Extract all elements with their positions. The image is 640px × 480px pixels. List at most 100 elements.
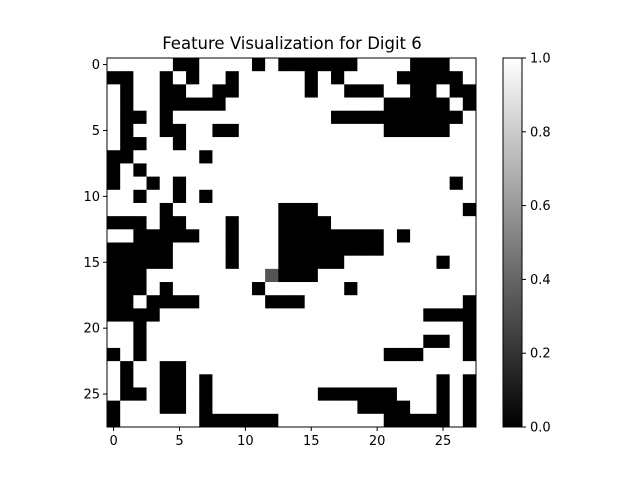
heatmap-cell (172, 189, 187, 204)
heatmap-cell (357, 58, 371, 72)
heatmap-cell (462, 374, 477, 388)
heatmap-cell (225, 334, 240, 349)
heatmap-cell (331, 242, 345, 257)
heatmap-cell (344, 374, 358, 388)
heatmap-cell (317, 295, 332, 309)
heatmap-cell (304, 268, 319, 283)
heatmap-cell (133, 268, 147, 283)
heatmap-cell (436, 84, 451, 98)
heatmap-cell (212, 176, 227, 191)
heatmap-cell (199, 216, 213, 230)
heatmap-cell (120, 229, 134, 243)
heatmap-cell (172, 374, 187, 388)
heatmap-cell (265, 413, 279, 428)
heatmap-cell (225, 123, 240, 138)
heatmap-cell (172, 295, 187, 309)
heatmap-cell (146, 400, 161, 415)
heatmap-cell (146, 123, 161, 138)
colorbar-tick-label: 0.0 (530, 421, 551, 436)
heatmap-cell (107, 97, 121, 112)
heatmap-cell (357, 282, 371, 296)
heatmap-cell (278, 229, 292, 243)
heatmap-cell (172, 400, 187, 415)
heatmap-cell (383, 110, 398, 125)
heatmap-cell (133, 123, 147, 138)
heatmap-cell (462, 334, 477, 349)
heatmap-cell (410, 400, 424, 415)
heatmap-cell (449, 229, 464, 243)
heatmap-cell (423, 97, 437, 112)
heatmap-cell (225, 413, 240, 428)
heatmap-cell (344, 321, 358, 336)
heatmap-cell (396, 321, 411, 336)
heatmap-cell (370, 334, 385, 349)
heatmap-cell (265, 71, 279, 85)
heatmap-cell (370, 97, 385, 112)
heatmap-cell (410, 202, 424, 217)
heatmap-cell (383, 255, 398, 270)
heatmap-cell (159, 321, 174, 336)
heatmap-cell (278, 163, 292, 178)
heatmap-cell (251, 255, 266, 270)
y-tick-label: 0 (92, 58, 100, 73)
heatmap-cell (251, 413, 266, 428)
heatmap-cell (133, 255, 147, 270)
heatmap-cell (278, 97, 292, 112)
heatmap-cell (199, 255, 213, 270)
heatmap-cell (423, 110, 437, 125)
heatmap-cell (225, 282, 240, 296)
heatmap-cell (370, 163, 385, 178)
heatmap-cell (133, 58, 147, 72)
heatmap-cell (265, 295, 279, 309)
heatmap-cell (107, 308, 121, 322)
heatmap-cell (370, 282, 385, 296)
heatmap-cell (331, 84, 345, 98)
heatmap-cell (265, 229, 279, 243)
heatmap-cell (331, 347, 345, 362)
heatmap-cell (265, 282, 279, 296)
heatmap-cell (331, 189, 345, 204)
heatmap-cell (199, 110, 213, 125)
heatmap-cell (265, 308, 279, 322)
heatmap-cell (304, 308, 319, 322)
heatmap-cell (383, 97, 398, 112)
heatmap-cell (370, 150, 385, 164)
heatmap-cell (199, 137, 213, 151)
heatmap-cell (146, 189, 161, 204)
heatmap-cell (120, 176, 134, 191)
heatmap-cell (238, 361, 253, 375)
x-tick-label: 5 (175, 434, 183, 449)
heatmap-cell (291, 242, 306, 257)
heatmap-cell (238, 308, 253, 322)
heatmap-cell (238, 255, 253, 270)
heatmap-cell (278, 137, 292, 151)
heatmap-cell (146, 176, 161, 191)
heatmap-cell (199, 387, 213, 402)
heatmap-cell (291, 110, 306, 125)
heatmap-cell (436, 216, 451, 230)
heatmap-cell (107, 150, 121, 164)
heatmap-cell (265, 387, 279, 402)
heatmap-cell (449, 387, 464, 402)
heatmap-cell (410, 110, 424, 125)
heatmap-cell (317, 150, 332, 164)
heatmap-cell (225, 58, 240, 72)
heatmap-cell (344, 163, 358, 178)
heatmap-cell (278, 400, 292, 415)
heatmap-cell (396, 216, 411, 230)
heatmap-cell (212, 308, 227, 322)
heatmap-cell (146, 229, 161, 243)
heatmap-cell (172, 163, 187, 178)
heatmap-cell (238, 282, 253, 296)
heatmap-cell (225, 216, 240, 230)
heatmap-cell (251, 176, 266, 191)
heatmap-cell (462, 387, 477, 402)
heatmap-cell (291, 189, 306, 204)
heatmap-cell (370, 242, 385, 257)
heatmap-cell (186, 308, 200, 322)
heatmap-cell (357, 334, 371, 349)
heatmap-cell (383, 163, 398, 178)
heatmap-cell (278, 150, 292, 164)
heatmap-cell (120, 308, 134, 322)
heatmap-cell (199, 308, 213, 322)
